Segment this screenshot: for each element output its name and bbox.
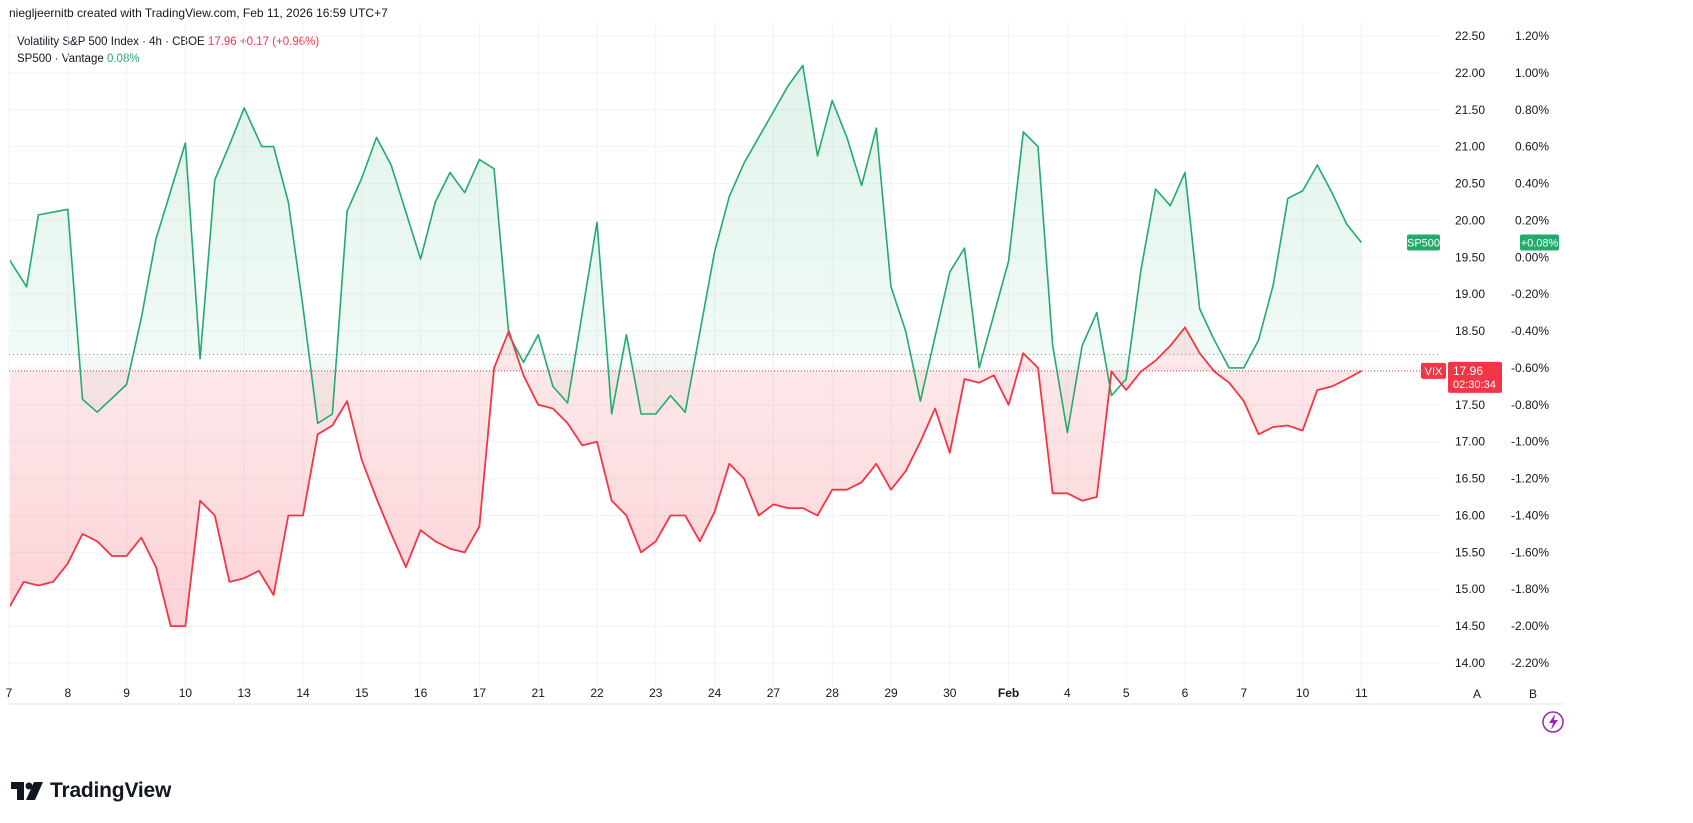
legend-sp500-row[interactable]: SP500 · Vantage 0.08% [17,51,319,68]
x-tick-label: 24 [708,686,722,700]
x-tick-label: 23 [649,686,663,700]
tradingview-logo[interactable]: TradingView [11,779,171,803]
x-tick-label: 17 [473,686,487,700]
x-tick-label: 30 [943,686,957,700]
vix-label-badge-bg [1421,362,1446,379]
y-tick-label-vix: 22.00 [1455,66,1485,80]
y-tick-label-vix: 21.50 [1455,103,1485,117]
y-tick-label-sp500: -1.20% [1511,472,1549,486]
chart-credit: niegljeernitb created with TradingView.c… [9,6,388,20]
x-tick-label: 9 [123,686,130,700]
y-tick-label-sp500: -0.60% [1511,361,1549,375]
x-tick-label: 21 [532,686,546,700]
y-tick-label-sp500: 0.80% [1515,103,1549,117]
x-tick-label: 22 [590,686,604,700]
x-tick-label: 29 [884,686,898,700]
legend-sp500-value: 0.08% [106,53,140,65]
y-tick-label-sp500: -0.40% [1511,324,1549,338]
x-tick-label: 8 [64,686,71,700]
x-tick-label: 4 [1064,686,1071,700]
vix-label-badge: VIX [1425,366,1443,378]
y-tick-label-vix: 18.50 [1455,324,1485,338]
x-tick-label: Feb [998,686,1019,700]
x-tick-label: 28 [826,686,840,700]
y-tick-label-vix: 22.50 [1455,29,1485,43]
series-line-sp500 [10,64,1363,434]
sp500-value-badge-bg [1520,234,1559,251]
x-tick-label: 10 [179,686,193,700]
axis-button-a[interactable]: A [1473,687,1481,701]
sp500-value-badge: +0.08% [1521,238,1559,250]
legend: Volatility S&P 500 Index · 4h · CBOE 17.… [17,34,319,68]
sp500-label-badge-bg [1407,234,1440,251]
x-tick-label: 7 [6,686,13,700]
y-tick-label-sp500: -2.00% [1511,619,1549,633]
x-tick-label: 15 [355,686,369,700]
legend-vix-name: Volatility S&P 500 Index · 4h · CBOE [17,36,205,48]
x-tick-label: 10 [1296,686,1310,700]
series-fills [10,65,1362,627]
y-tick-label-sp500: 1.00% [1515,66,1549,80]
vix-area [10,327,1362,627]
y-tick-label-sp500: 0.40% [1515,177,1549,191]
legend-vix-value: 17.96 [207,36,237,48]
y-tick-label-vix: 20.50 [1455,177,1485,191]
y-tick-label-sp500: -0.20% [1511,287,1549,301]
y-tick-label-vix: 15.00 [1455,582,1485,596]
sp500-area [10,65,1362,433]
y-tick-label-sp500: 0.60% [1515,140,1549,154]
y-tick-label-sp500: 0.00% [1515,250,1549,264]
y-tick-label-vix: 15.50 [1455,545,1485,559]
y-tick-label-vix: 19.50 [1455,250,1485,264]
legend-sp500-name: SP500 · Vantage [17,53,104,65]
vix-price-badge: 17.96 [1453,364,1483,378]
lightning-icon[interactable] [1542,711,1564,733]
y-tick-label-sp500: -1.60% [1511,545,1549,559]
y-tick-label-vix: 19.00 [1455,287,1485,301]
y-tick-label-sp500: -2.20% [1511,656,1549,670]
y-tick-label-vix: 17.50 [1455,398,1485,412]
x-tick-label: 11 [1355,686,1368,700]
y-tick-label-sp500: -1.40% [1511,508,1549,522]
x-tick-label: 6 [1182,686,1189,700]
vix-price-badge-bg [1448,361,1502,393]
vix-countdown-badge: 02:30:34 [1453,379,1496,391]
y-tick-label-sp500: -0.80% [1511,398,1549,412]
y-tick-label-vix: 21.00 [1455,140,1485,154]
x-tick-label: 5 [1123,686,1130,700]
x-axis[interactable]: 7 8 9 10 13 14 15 16 17 21 22 23 24 27 28 29 30 Feb 4 5 6 7 10… [6,686,1368,700]
x-tick-label: 14 [296,686,310,700]
tradingview-logo-icon [11,782,43,800]
legend-vix-row[interactable]: Volatility S&P 500 Index · 4h · CBOE 17.… [17,34,319,51]
x-tick-label: 27 [767,686,781,700]
y-tick-label-sp500: 0.20% [1515,213,1549,227]
x-tick-label: 13 [238,686,252,700]
x-tick-label: 16 [414,686,428,700]
legend-vix-change: +0.17 (+0.96%) [239,36,320,48]
series-line-vix [10,326,1362,627]
y-tick-label-sp500: -1.00% [1511,435,1549,449]
tradingview-logo-text: TradingView [50,779,172,802]
y-tick-label-vix: 16.00 [1455,508,1485,522]
series-lines [10,64,1363,627]
y-tick-label-vix: 17.00 [1455,435,1485,449]
y-tick-label-vix: 20.00 [1455,213,1485,227]
y-tick-label-sp500: 1.20% [1515,29,1549,43]
sp500-label-badge: SP500 [1407,238,1440,250]
y-tick-label-vix: 14.50 [1455,619,1485,633]
x-tick-label: 7 [1240,686,1247,700]
y-tick-label-sp500: -1.80% [1511,582,1549,596]
axis-button-b[interactable]: B [1529,687,1537,701]
y-tick-label-vix: 14.00 [1455,656,1485,670]
y-tick-label-vix: 16.50 [1455,472,1485,486]
